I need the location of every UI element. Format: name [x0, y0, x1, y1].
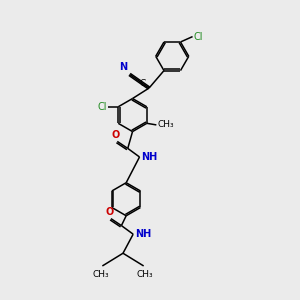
Text: N: N: [119, 62, 127, 72]
Text: NH: NH: [141, 152, 158, 162]
Text: NH: NH: [135, 229, 151, 239]
Text: CH₃: CH₃: [137, 270, 154, 279]
Text: CH₃: CH₃: [158, 120, 174, 129]
Text: O: O: [106, 207, 114, 217]
Text: Cl: Cl: [194, 32, 203, 42]
Text: CH₃: CH₃: [92, 270, 109, 279]
Text: C: C: [140, 79, 146, 88]
Text: Cl: Cl: [97, 102, 107, 112]
Text: O: O: [112, 130, 120, 140]
